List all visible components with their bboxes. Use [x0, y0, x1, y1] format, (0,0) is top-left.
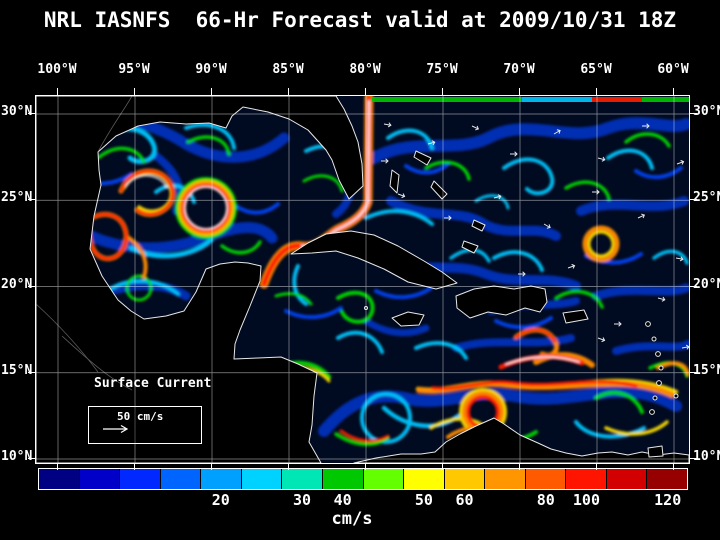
colorbar-tick-label: 100: [572, 491, 600, 509]
colorbar-segment: [120, 469, 161, 489]
land-interior-lines: [36, 96, 133, 391]
axis-tick-bottom: [519, 464, 520, 470]
colorbar-segment: [525, 469, 567, 489]
axis-tick-top: [596, 88, 597, 95]
latitude-label-right: 30°N: [693, 104, 720, 119]
axis-tick-bottom: [596, 464, 597, 470]
island-puerto-rico: [562, 309, 589, 324]
latitude-label-left: 20°N: [1, 276, 33, 292]
figure-title: NRL IASNFS 66-Hr Forecast valid at 2009/…: [43, 8, 677, 32]
colorbar-tick-label: 120: [654, 491, 682, 509]
axis-tick-bottom: [57, 464, 58, 470]
latitude-label-left: 25°N: [1, 190, 33, 206]
latitude-label-right: 25°N: [693, 190, 720, 206]
map-frame: Surface Current 50 cm/s: [35, 95, 690, 464]
axis-tick-right: [690, 371, 697, 373]
land-north-central-america: [36, 96, 364, 463]
colorbar-unit: cm/s: [331, 509, 373, 529]
axis-tick-right: [690, 113, 697, 114]
axis-tick-left: [28, 285, 35, 287]
longitude-label: 70°W: [503, 62, 535, 77]
colorbar-segment: [566, 469, 607, 489]
land-masses: [36, 96, 689, 463]
latitude-label-left: 15°N: [1, 362, 33, 378]
longitude-label: 85°W: [272, 62, 304, 77]
colorbar-segment: [79, 469, 121, 489]
longitude-label: 80°W: [349, 62, 381, 77]
axis-tick-bottom: [673, 464, 674, 470]
axis-tick-top: [365, 88, 366, 95]
latitude-label-right: 10°N: [693, 449, 720, 464]
axis-tick-top: [673, 88, 674, 95]
latitude-label-right: 15°N: [693, 362, 720, 378]
grid-lines: [36, 96, 689, 463]
axis-tick-left: [28, 371, 35, 373]
axis-tick-bottom: [288, 464, 289, 470]
colorbar-segment: [282, 469, 323, 489]
current-scale-legend: 50 cm/s: [88, 406, 202, 444]
colorbar-segment: [485, 469, 526, 489]
colorbar-segment: [444, 469, 486, 489]
colorbar-segment: [39, 469, 80, 489]
island-trinidad: [647, 445, 664, 458]
colorbar-segment: [241, 469, 283, 489]
scale-value-label: 50 cm/s: [117, 410, 164, 423]
colorbar-scale: [38, 468, 688, 490]
colorbar-segment: [647, 469, 687, 489]
axis-tick-top: [134, 88, 135, 95]
axis-tick-bottom: [442, 464, 443, 470]
longitude-label: 60°W: [657, 62, 689, 77]
colorbar-segment: [363, 469, 405, 489]
axis-tick-top: [442, 88, 443, 95]
axis-tick-right: [690, 285, 697, 287]
colorbar-segment: [160, 469, 202, 489]
latitude-label-left: 10°N: [1, 449, 33, 464]
surface-current-label: Surface Current: [94, 376, 212, 391]
latitude-label-left: 30°N: [1, 104, 33, 119]
colorbar-tick-label: 30: [293, 491, 312, 509]
colorbar-tick-label: 60: [455, 491, 474, 509]
island-jamaica: [391, 311, 425, 327]
axis-tick-right: [690, 199, 697, 201]
colorbar-tick-label: 80: [536, 491, 555, 509]
axis-tick-left: [28, 458, 35, 459]
axis-tick-right: [690, 458, 697, 459]
longitude-label: 100°W: [37, 62, 77, 77]
colorbar-segment: [606, 469, 648, 489]
longitude-label: 90°W: [195, 62, 227, 77]
longitude-label: 65°W: [580, 62, 612, 77]
axis-tick-top: [288, 88, 289, 95]
longitude-label: 75°W: [426, 62, 458, 77]
current-speed-map: [36, 96, 689, 463]
latitude-label-right: 20°N: [693, 276, 720, 292]
axis-tick-bottom: [211, 464, 212, 470]
colorbar-tick-label: 40: [333, 491, 352, 509]
domain-boundary-strip: [372, 97, 689, 102]
axis-tick-top: [519, 88, 520, 95]
axis-tick-bottom: [134, 464, 135, 470]
axis-tick-left: [28, 113, 35, 114]
longitude-label: 95°W: [118, 62, 150, 77]
axis-tick-top: [211, 88, 212, 95]
axis-tick-left: [28, 199, 35, 201]
colorbar-segment: [201, 469, 242, 489]
axis-tick-bottom: [365, 464, 366, 470]
axis-tick-top: [57, 88, 58, 95]
scale-arrow-icon: [103, 424, 129, 434]
island-cuba: [290, 230, 458, 290]
colorbar-tick-label: 50: [414, 491, 433, 509]
colorbar-segment: [404, 469, 445, 489]
colorbar-segment: [322, 469, 364, 489]
colorbar-tick-label: 20: [211, 491, 230, 509]
